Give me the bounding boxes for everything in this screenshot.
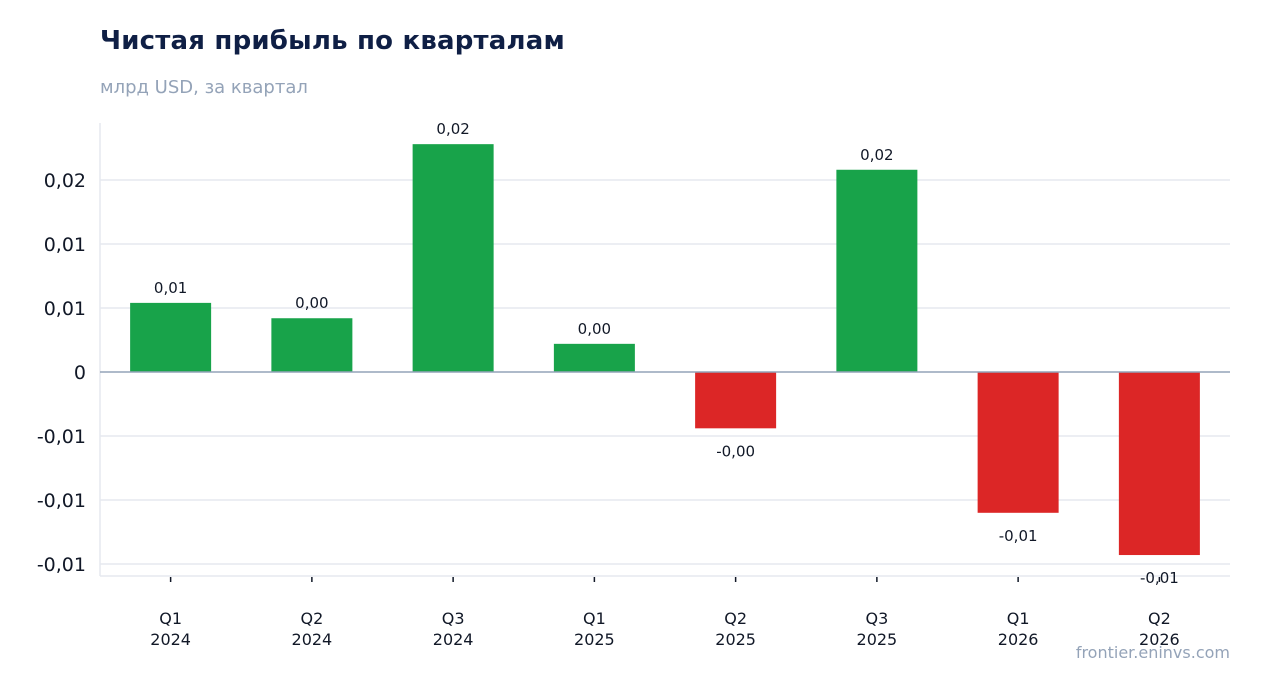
data-label: 0,01	[154, 279, 187, 297]
grid-lines	[99, 123, 1230, 577]
chart-subtitle: млрд USD, за квартал	[100, 77, 308, 98]
y-axis-ticks: 0,02 0,01 0,01 0 -0,01 -0,01 -0,01	[37, 170, 86, 576]
x-tick-label: Q2 2025	[715, 609, 756, 649]
bar	[977, 372, 1059, 513]
data-labels: 0,010,000,020,00-0,000,02-0,01-0,01	[154, 120, 1179, 587]
x-tick-label: Q3 2024	[433, 609, 474, 649]
source-credit: frontier.eninvs.com	[1075, 643, 1230, 662]
y-tick-label: -0,01	[37, 490, 86, 512]
y-tick-label: 0	[74, 362, 86, 384]
chart-title: Чистая прибыль по кварталам	[100, 26, 565, 56]
bar	[130, 302, 212, 372]
y-tick-label: 0,01	[44, 298, 86, 320]
bar	[412, 144, 494, 372]
x-tick-label: Q1 2025	[574, 609, 615, 649]
data-label: -0,00	[716, 442, 755, 460]
bar	[836, 169, 918, 372]
x-tick-label: Q2 2024	[292, 609, 333, 649]
data-label: 0,02	[860, 146, 893, 164]
data-label: 0,00	[578, 320, 611, 338]
bars	[100, 144, 1230, 556]
y-tick-label: 0,01	[44, 234, 86, 256]
y-tick-label: -0,01	[37, 554, 86, 576]
bar	[271, 318, 353, 372]
x-tick-label: Q2 2026	[1139, 609, 1180, 649]
data-label: 0,00	[295, 294, 328, 312]
x-tick-label: Q1 2024	[150, 609, 191, 649]
x-axis-ticks: Q1 2024 Q2 2024 Q3 2024 Q1 2025 Q2 2025 Q3 2025 Q1 20…	[150, 577, 1180, 649]
bar	[1118, 372, 1200, 556]
x-tick-label: Q3 2025	[857, 609, 898, 649]
data-label: -0,01	[999, 527, 1038, 545]
bar	[553, 343, 635, 372]
y-tick-label: 0,02	[44, 170, 86, 192]
bar	[695, 372, 777, 429]
x-tick-label: Q1 2026	[998, 609, 1039, 649]
data-label: 0,02	[436, 120, 469, 138]
y-tick-label: -0,01	[37, 426, 86, 448]
